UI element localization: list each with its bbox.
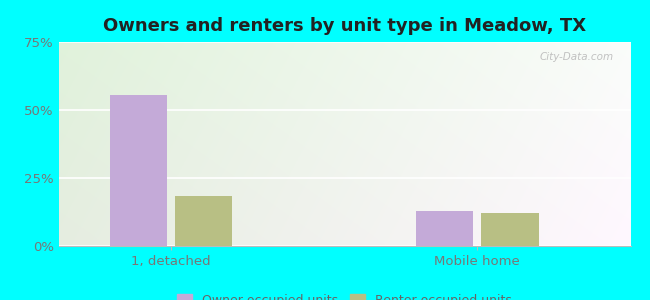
Bar <box>482 213 539 246</box>
Bar <box>416 211 473 246</box>
Title: Owners and renters by unit type in Meadow, TX: Owners and renters by unit type in Meado… <box>103 17 586 35</box>
Bar <box>110 95 167 246</box>
Legend: Owner occupied units, Renter occupied units: Owner occupied units, Renter occupied un… <box>172 289 517 300</box>
Text: City-Data.com: City-Data.com <box>540 52 614 62</box>
Bar <box>175 196 232 246</box>
